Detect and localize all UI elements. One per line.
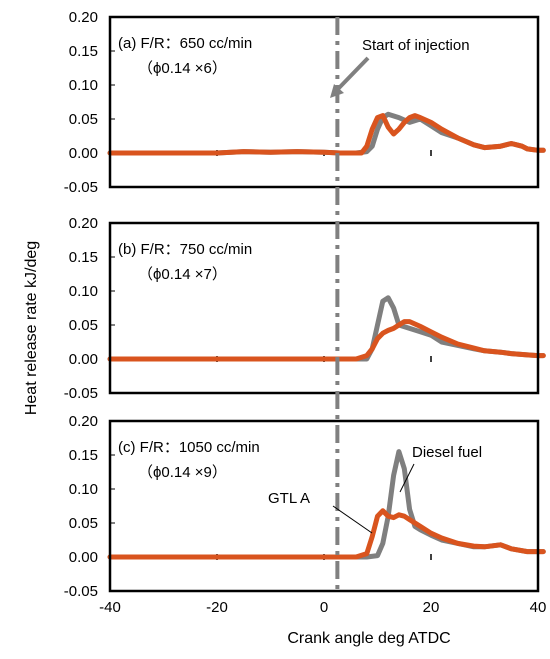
x-axis-title: Crank angle deg ATDC [287, 630, 450, 647]
panel-label: (a) F/R：650 cc/min [118, 35, 252, 52]
y-tick-label: 0.15 [69, 249, 98, 266]
y-tick-label: 0.05 [69, 515, 98, 532]
y-tick-label: 0.20 [69, 413, 98, 430]
y-tick-label: 0.05 [69, 111, 98, 128]
y-tick-label: 0.15 [69, 43, 98, 60]
panel-sublabel: （ϕ0.14 ×6） [138, 60, 227, 77]
y-tick-label: 0.10 [69, 77, 98, 94]
annotation-start-of-injection: Start of injection [362, 37, 470, 54]
y-tick-label: -0.05 [64, 385, 98, 402]
y-tick-label: 0.20 [69, 9, 98, 26]
x-tick-label: 20 [423, 599, 440, 616]
series-line-gtl-a [107, 508, 546, 560]
plot-frame [108, 419, 540, 593]
x-tick-label: -40 [99, 599, 121, 616]
y-tick-label: -0.05 [64, 179, 98, 196]
y-tick-label: 0.10 [69, 481, 98, 498]
annotation-gtl-a: GTL A [268, 490, 310, 507]
start-of-injection-arrow-shaft [335, 56, 370, 92]
diesel-fuel-leader-line [399, 463, 415, 493]
start-of-injection-arrow-head [330, 84, 344, 98]
series-line-gtl-a [107, 113, 546, 156]
x-tick-label: 40 [530, 599, 547, 616]
y-tick-label: 0.15 [69, 447, 98, 464]
annotation-diesel-fuel: Diesel fuel [412, 444, 482, 461]
y-tick-label: 0.10 [69, 283, 98, 300]
y-tick-label: 0.00 [69, 549, 98, 566]
y-axis-title: Heat release rate kJ/deg [23, 241, 40, 415]
plot-frame [108, 15, 540, 189]
panel-sublabel: （ϕ0.14 ×7） [138, 266, 227, 283]
panel-label: (c) F/R：1050 cc/min [118, 439, 260, 456]
y-tick-label: 0.00 [69, 145, 98, 162]
y-tick-label: 0.20 [69, 215, 98, 232]
y-tick-label: -0.05 [64, 583, 98, 600]
plot-frame [108, 221, 540, 395]
panel-2: -0.05 0.00 0.05 0.10 0.15 0.20 (c) F/R：1050 cc… [64, 413, 546, 600]
panel-0: -0.05 0.00 0.05 0.10 0.15 0.20 (a) F/R：650 cc/… [64, 9, 546, 196]
panel-sublabel: （ϕ0.14 ×9） [138, 464, 227, 481]
panel-label: (b) F/R：750 cc/min [118, 241, 252, 258]
x-tick-label: -20 [206, 599, 228, 616]
x-tick-label: 0 [320, 599, 328, 616]
series-line-gtl-a [107, 319, 546, 362]
panel-1: -0.05 0.00 0.05 0.10 0.15 0.20 (b) F/R：750 cc/… [64, 215, 546, 402]
gtl-a-leader-line [332, 505, 373, 534]
y-tick-label: 0.05 [69, 317, 98, 334]
y-tick-label: 0.00 [69, 351, 98, 368]
